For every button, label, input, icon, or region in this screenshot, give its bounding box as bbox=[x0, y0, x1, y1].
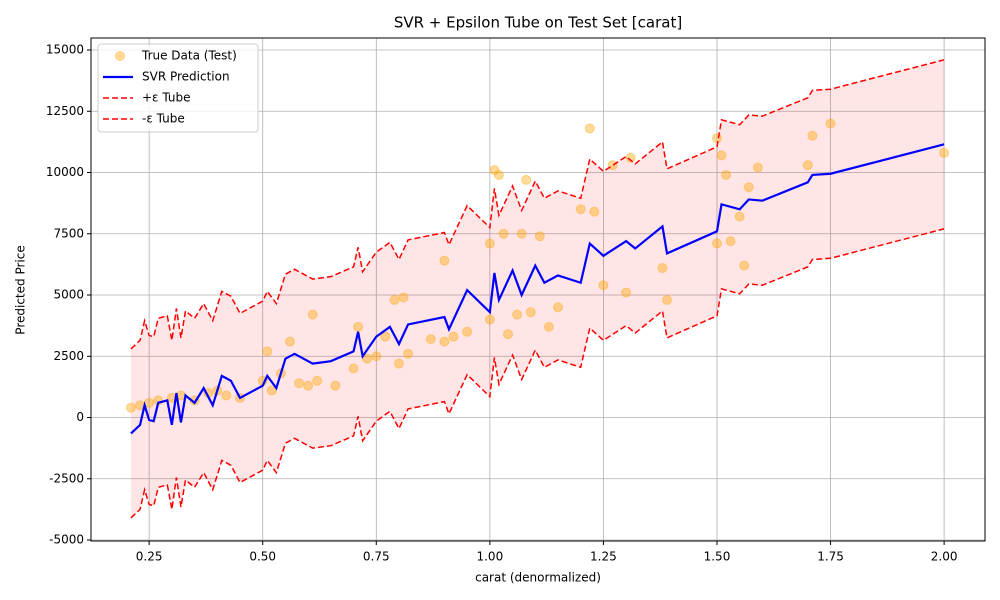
tube-fill bbox=[130, 59, 945, 518]
data-point bbox=[725, 236, 736, 247]
tube-line bbox=[130, 228, 945, 519]
legend-label: True Data (Test) bbox=[141, 49, 237, 63]
data-point bbox=[721, 169, 732, 180]
data-point bbox=[525, 307, 536, 318]
legend: True Data (Test) SVR Prediction +ε Tube -ε … bbox=[97, 43, 259, 133]
x-tick-label: 1.25 bbox=[590, 550, 617, 564]
y-axis-label: Predicted Price bbox=[14, 245, 28, 334]
data-point bbox=[307, 309, 318, 320]
x-tick-label: 1.50 bbox=[704, 550, 731, 564]
y-tick-label: 7500 bbox=[53, 226, 84, 240]
data-point bbox=[498, 228, 509, 239]
data-point bbox=[534, 231, 545, 242]
y-tick-label: -5000 bbox=[49, 533, 84, 547]
data-point bbox=[439, 336, 450, 347]
y-tick-label: 2500 bbox=[53, 349, 84, 363]
data-point bbox=[521, 174, 532, 185]
data-point bbox=[312, 375, 323, 386]
y-tick-label: 0 bbox=[76, 410, 84, 424]
data-point bbox=[625, 152, 636, 163]
data-point bbox=[711, 238, 722, 249]
data-point bbox=[589, 206, 600, 217]
legend-label: -ε Tube bbox=[142, 112, 185, 126]
x-tick-label: 1.75 bbox=[817, 550, 844, 564]
y-tick-label: -2500 bbox=[49, 471, 84, 485]
y-tick-label: 12500 bbox=[46, 104, 84, 118]
x-axis-label: carat (denormalized) bbox=[475, 571, 601, 585]
legend-label: SVR Prediction bbox=[142, 70, 230, 84]
x-tick-label: 0.75 bbox=[363, 550, 390, 564]
data-point bbox=[303, 380, 314, 391]
data-point bbox=[284, 336, 295, 347]
chart-title: SVR + Epsilon Tube on Test Set [carat] bbox=[394, 14, 682, 32]
data-point bbox=[802, 160, 813, 171]
data-point bbox=[484, 314, 495, 325]
data-point bbox=[330, 380, 341, 391]
data-point bbox=[543, 321, 554, 332]
data-point bbox=[221, 390, 232, 401]
data-point bbox=[711, 133, 722, 144]
tube-line bbox=[130, 59, 945, 350]
data-point bbox=[752, 162, 763, 173]
data-point bbox=[125, 402, 136, 413]
data-point bbox=[353, 321, 364, 332]
plot-area bbox=[125, 59, 950, 519]
data-point bbox=[380, 331, 391, 342]
grid bbox=[91, 38, 985, 541]
x-tick-label: 0.25 bbox=[136, 550, 163, 564]
data-point bbox=[266, 385, 277, 396]
data-point bbox=[743, 182, 754, 193]
data-point bbox=[739, 260, 750, 271]
y-tick-label: 10000 bbox=[46, 165, 84, 179]
x-tick-label: 1.00 bbox=[476, 550, 503, 564]
legend-marker bbox=[115, 51, 125, 61]
x-tick-label: 0.50 bbox=[249, 550, 276, 564]
data-point bbox=[348, 363, 359, 374]
data-point bbox=[621, 287, 632, 298]
prediction-line bbox=[130, 143, 945, 435]
data-point bbox=[484, 238, 495, 249]
data-point bbox=[448, 331, 459, 342]
data-point bbox=[398, 292, 409, 303]
y-tick-label: 15000 bbox=[46, 43, 84, 57]
data-point bbox=[584, 123, 595, 134]
data-point bbox=[552, 302, 563, 313]
data-point bbox=[598, 280, 609, 291]
data-point bbox=[403, 348, 414, 359]
data-point bbox=[144, 397, 155, 408]
data-point bbox=[516, 228, 527, 239]
axes-frame bbox=[90, 37, 986, 542]
data-point bbox=[493, 169, 504, 180]
data-point bbox=[294, 378, 305, 389]
data-point bbox=[807, 130, 818, 141]
data-point bbox=[489, 165, 500, 176]
data-point bbox=[371, 351, 382, 362]
x-tick-label: 2.00 bbox=[931, 550, 958, 564]
data-point bbox=[939, 147, 950, 158]
data-point bbox=[662, 294, 673, 305]
data-point bbox=[825, 118, 836, 129]
data-point bbox=[389, 294, 400, 305]
y-tick-label: 5000 bbox=[53, 288, 84, 302]
data-point bbox=[734, 211, 745, 222]
legend-label: +ε Tube bbox=[142, 91, 190, 105]
data-point bbox=[262, 346, 273, 357]
data-point bbox=[439, 255, 450, 266]
data-point bbox=[503, 329, 514, 340]
legend-box bbox=[97, 43, 259, 133]
data-point bbox=[512, 309, 523, 320]
data-point bbox=[575, 204, 586, 215]
data-point bbox=[462, 326, 473, 337]
data-point bbox=[716, 150, 727, 161]
data-point bbox=[425, 334, 436, 345]
data-point bbox=[393, 358, 404, 369]
data-point bbox=[362, 353, 373, 364]
data-point bbox=[657, 263, 668, 274]
